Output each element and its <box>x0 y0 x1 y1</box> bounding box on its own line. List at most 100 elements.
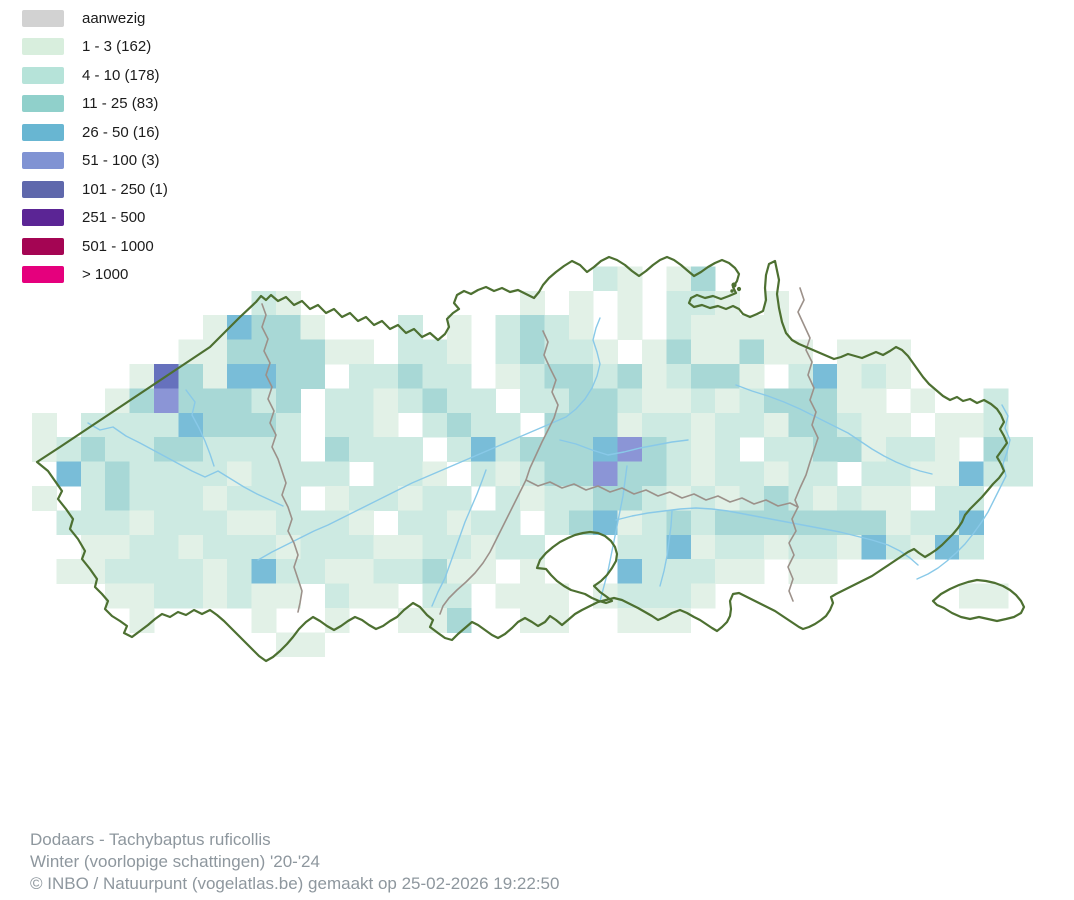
season-line: Winter (voorlopige schattingen) '20-'24 <box>30 852 320 871</box>
grid-cell <box>471 388 496 414</box>
brussels-enclave <box>535 530 619 605</box>
grid-cell <box>544 339 570 365</box>
grid-cell <box>764 437 789 462</box>
grid-cell <box>154 388 179 414</box>
grid-cell <box>202 559 228 584</box>
grid-cell <box>934 486 960 511</box>
legend-label: 26 - 50 (16) <box>82 123 160 141</box>
grid-cell <box>690 510 716 536</box>
grid-cell <box>300 315 326 340</box>
grid-cell <box>617 534 643 560</box>
grid-cell <box>398 388 423 414</box>
grid-cell <box>617 461 643 487</box>
grid-cell <box>788 534 814 560</box>
legend-swatch <box>22 9 64 27</box>
grid-cell <box>422 559 448 584</box>
legend-swatch <box>22 266 64 284</box>
grid-cell <box>739 364 765 389</box>
legend-label: 501 - 1000 <box>82 237 154 255</box>
grid-cell <box>398 486 423 511</box>
grid-cell <box>715 339 740 365</box>
grid-cell <box>617 608 643 633</box>
voeren-exclave <box>931 578 1026 623</box>
grid-cell <box>276 559 301 584</box>
grid-cell <box>129 412 155 438</box>
grid-cell <box>642 388 667 414</box>
grid-cell <box>861 364 887 389</box>
grid-cell <box>568 290 594 316</box>
grid-cell <box>861 388 887 414</box>
grid-cell <box>861 461 887 487</box>
grid-cell <box>495 583 521 609</box>
grid-cell <box>886 461 911 487</box>
grid-cell <box>690 437 716 462</box>
grid-cell <box>227 364 252 389</box>
grid-cell <box>690 412 716 438</box>
grid-cell <box>983 412 1009 438</box>
grid-cell <box>812 486 838 511</box>
grid-cell <box>788 339 814 365</box>
grid-cell <box>80 534 106 560</box>
legend-swatch <box>22 180 64 198</box>
grid-cell <box>251 510 277 536</box>
grid-cell <box>446 364 472 389</box>
grid-cell <box>666 486 692 511</box>
grid-cell <box>276 437 301 462</box>
grid-cell <box>764 510 789 536</box>
grid-cell <box>227 315 252 340</box>
grid-cell <box>739 339 765 365</box>
grid-cell <box>1008 461 1033 487</box>
grid-cell <box>349 388 374 414</box>
grid-cell <box>422 339 448 365</box>
grid-cell <box>129 486 155 511</box>
grid-cell <box>617 388 643 414</box>
legend-label: 4 - 10 (178) <box>82 66 160 84</box>
grid-cell <box>349 583 374 609</box>
grid-cell <box>690 364 716 389</box>
grid-cell <box>812 534 838 560</box>
grid-cell <box>202 583 228 609</box>
grid-cell <box>56 461 82 487</box>
grid-cell <box>934 412 960 438</box>
grid-cell <box>666 608 692 633</box>
grid-cell <box>227 583 252 609</box>
grid-cell <box>349 437 374 462</box>
legend-item-501-1000: 501 - 1000 <box>22 232 168 261</box>
grid-cell <box>178 583 204 609</box>
grid-cell <box>105 486 130 511</box>
grid-cell <box>715 486 740 511</box>
grid-cell <box>398 461 423 487</box>
grid-cell <box>715 388 740 414</box>
grid-cell <box>324 388 350 414</box>
grid-cell <box>276 412 301 438</box>
grid-cell <box>861 486 887 511</box>
species-title: Dodaars - Tachybaptus ruficollis <box>30 830 271 849</box>
grid-cell <box>154 486 179 511</box>
grid-cell <box>568 412 594 438</box>
grid-cell <box>666 290 692 316</box>
grid-cell <box>812 461 838 487</box>
grid-cell <box>446 486 472 511</box>
grid-cell <box>471 461 496 487</box>
legend-label: 1 - 3 (162) <box>82 38 152 56</box>
grid-cell <box>983 461 1009 487</box>
canal-kempen <box>735 384 933 475</box>
grid-cell <box>422 583 448 609</box>
grid-cell <box>666 364 692 389</box>
grid-cell <box>764 486 789 511</box>
legend-item-101-250: 101 - 250 (1) <box>22 175 168 204</box>
grid-cell <box>300 339 326 365</box>
grid-cell <box>227 486 252 511</box>
grid-cell <box>398 339 423 365</box>
grid-cell <box>715 534 740 560</box>
grid-cell <box>349 412 374 438</box>
grid-cell <box>520 534 545 560</box>
grid-cell <box>324 339 350 365</box>
grid-cell <box>373 364 399 389</box>
grid-cell <box>251 583 277 609</box>
grid-cell <box>178 559 204 584</box>
grid-cell <box>129 437 155 462</box>
rivers <box>87 317 1011 607</box>
grid-cell <box>154 412 179 438</box>
